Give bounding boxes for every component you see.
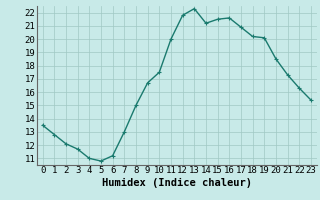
X-axis label: Humidex (Indice chaleur): Humidex (Indice chaleur) [102,178,252,188]
